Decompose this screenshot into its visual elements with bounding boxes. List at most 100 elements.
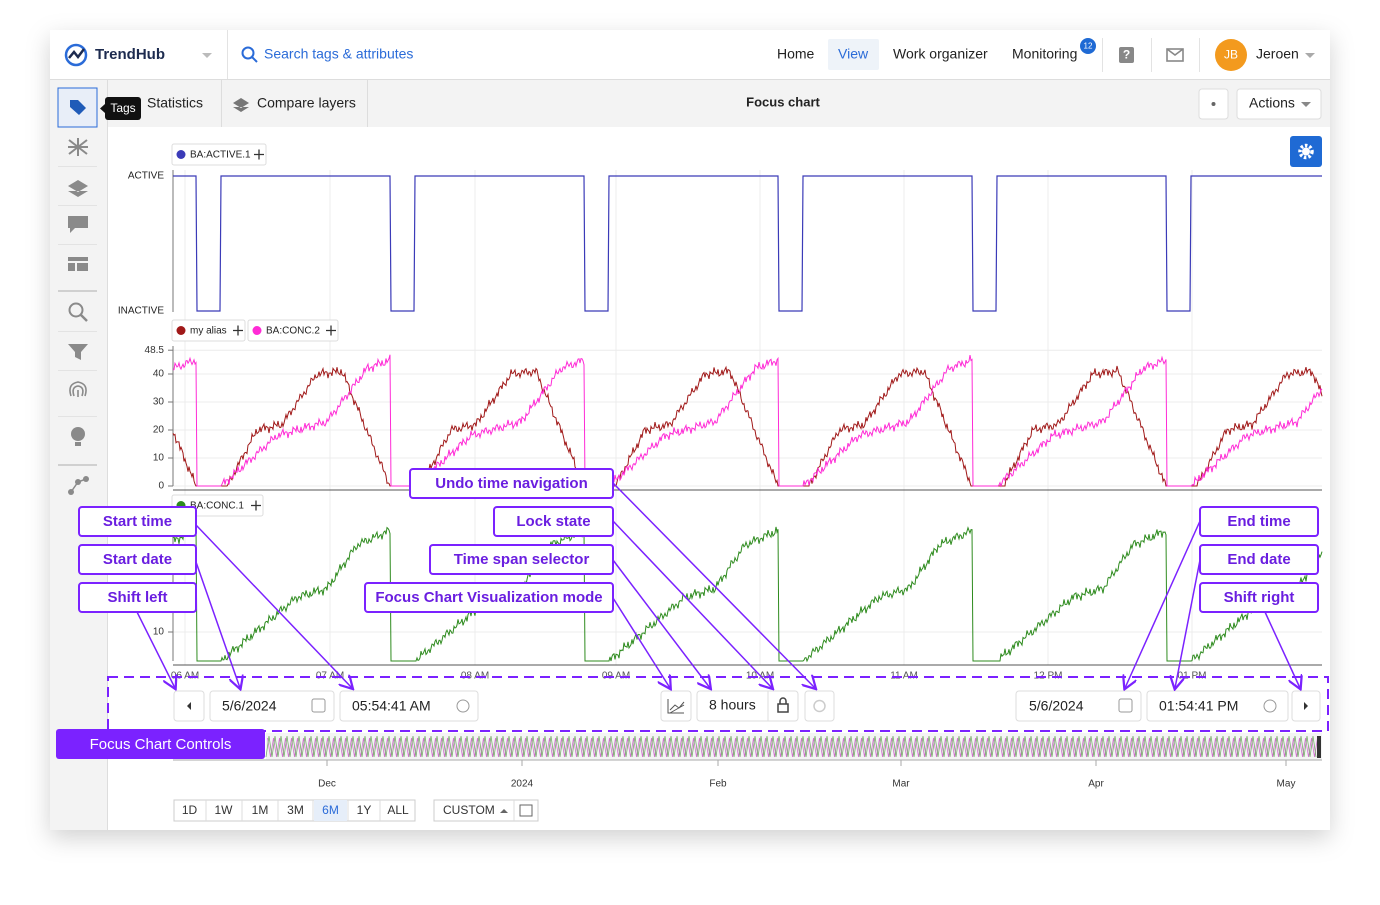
caret — [1301, 102, 1311, 107]
live-icon — [1211, 102, 1216, 106]
x-tick-label: 08 AM — [461, 671, 489, 682]
range-button[interactable]: 6M — [322, 803, 339, 817]
callout-label: Undo time navigation — [435, 475, 588, 492]
legend-chip[interactable]: BA:ACTIVE.1 — [171, 143, 267, 166]
user-name[interactable]: Jeroen — [1256, 46, 1299, 62]
start-time[interactable]: 05:54:41 AM — [352, 698, 431, 714]
legend-chip[interactable]: BA:CONC.2 — [247, 319, 339, 342]
y-tick-label: 40 — [153, 369, 165, 380]
mail-icon[interactable] — [1166, 48, 1184, 62]
time-span[interactable]: 8 hours — [709, 697, 756, 713]
badge — [1080, 38, 1096, 54]
chart-controls: 5/6/2024 05:54:41 AM 8 hours 5/6/2024 01:54:… — [173, 690, 1322, 822]
tag-icon[interactable] — [70, 100, 86, 115]
callout-label: Start time — [103, 513, 172, 530]
custom-icon — [519, 804, 533, 817]
divider — [1102, 38, 1200, 72]
tab[interactable]: Compare layers — [257, 95, 356, 111]
y-tick-label: 48.5 — [145, 345, 165, 356]
time-span-selector[interactable] — [696, 690, 799, 722]
nav-active — [828, 39, 879, 70]
callout-arrow — [1125, 520, 1201, 688]
navigator-label: May — [1277, 779, 1296, 790]
callout-label: End date — [1227, 551, 1290, 568]
nav-link[interactable]: Monitoring — [1012, 46, 1077, 62]
callout-box — [364, 582, 614, 613]
callout-label: End time — [1227, 513, 1290, 530]
callout-arrow — [612, 520, 772, 688]
x-tick-label: 11 AM — [890, 671, 918, 682]
chip — [171, 143, 267, 166]
callout-arrow — [612, 482, 815, 688]
y-tick-label: 10 — [153, 627, 165, 638]
y-tick-label: 0 — [158, 481, 164, 492]
sidebar-icons[interactable] — [68, 138, 89, 495]
help-icon[interactable]: ? — [1119, 47, 1134, 63]
range-button[interactable]: 1D — [182, 803, 198, 817]
end-time-input[interactable] — [1146, 690, 1289, 722]
x-tick-label: 12 PM — [1034, 671, 1063, 682]
y-tick-label: 20 — [153, 425, 165, 436]
callout-box — [78, 582, 197, 613]
move-icon — [251, 500, 261, 511]
callout-box — [493, 506, 614, 537]
nav-link[interactable]: Home — [777, 46, 815, 62]
navigator-label: Feb — [709, 779, 727, 790]
range-button[interactable]: ALL — [387, 803, 409, 817]
legend-swatch — [176, 326, 186, 335]
navigator-trace — [265, 735, 1317, 758]
search-box[interactable]: Search tags & attributes — [264, 46, 413, 62]
arrow-icon — [187, 702, 191, 710]
callout-box — [409, 468, 614, 499]
mode-icon — [667, 699, 685, 714]
range-button[interactable]: 1Y — [357, 803, 372, 817]
calendar-icon — [311, 698, 326, 713]
callout-arrow — [136, 611, 175, 688]
navigator-label: Dec — [318, 779, 336, 790]
actions-button[interactable] — [1236, 88, 1322, 120]
navigator-handle[interactable] — [1317, 736, 1321, 758]
custom-label[interactable]: CUSTOM — [443, 803, 495, 817]
y-tick-label: 30 — [153, 397, 165, 408]
range-button[interactable]: 1W — [215, 803, 234, 817]
navigator-label: Mar — [892, 779, 910, 790]
nav-link[interactable]: Work organizer — [893, 46, 988, 62]
range-button[interactable]: 3M — [287, 803, 304, 817]
toolbar — [50, 80, 1330, 127]
undo-button[interactable] — [804, 690, 835, 722]
logo-icon — [64, 43, 88, 67]
custom-button[interactable] — [433, 799, 539, 822]
caret[interactable] — [202, 53, 212, 58]
tab[interactable]: Statistics — [147, 95, 203, 111]
arrow-icon — [1304, 702, 1308, 710]
navigator-label: 2024 — [511, 779, 534, 790]
divider — [50, 79, 1330, 80]
x-tick-label: 09 AM — [602, 671, 630, 682]
trace — [172, 365, 1323, 487]
move-icon — [254, 149, 264, 160]
callout-label: Shift right — [1224, 589, 1295, 606]
callout-label: Lock state — [516, 513, 590, 530]
divider — [227, 30, 228, 79]
start-date-input[interactable] — [209, 690, 335, 722]
range-button[interactable]: 1M — [252, 803, 269, 817]
callout-arrow — [195, 524, 352, 688]
chart-title: Focus chart — [746, 94, 820, 109]
actions-label[interactable]: Actions — [1249, 95, 1295, 111]
nav-link[interactable]: View — [838, 46, 869, 62]
end-date-input[interactable] — [1015, 690, 1142, 722]
end-time[interactable]: 01:54:41 PM — [1159, 698, 1238, 714]
legend-label: BA:CONC.2 — [266, 326, 320, 337]
avatar[interactable] — [1215, 39, 1247, 71]
start-date[interactable]: 5/6/2024 — [222, 698, 277, 714]
callout-box — [56, 729, 265, 759]
end-date[interactable]: 5/6/2024 — [1029, 698, 1084, 714]
y-tick-label: 10 — [153, 453, 165, 464]
caret[interactable] — [1305, 53, 1315, 58]
x-tick-label: 07 AM — [316, 671, 344, 682]
start-time-input[interactable] — [339, 690, 479, 722]
legend-chip[interactable]: my alias — [171, 319, 246, 342]
logo: TrendHub — [95, 46, 165, 63]
callout-frame — [107, 676, 1329, 732]
